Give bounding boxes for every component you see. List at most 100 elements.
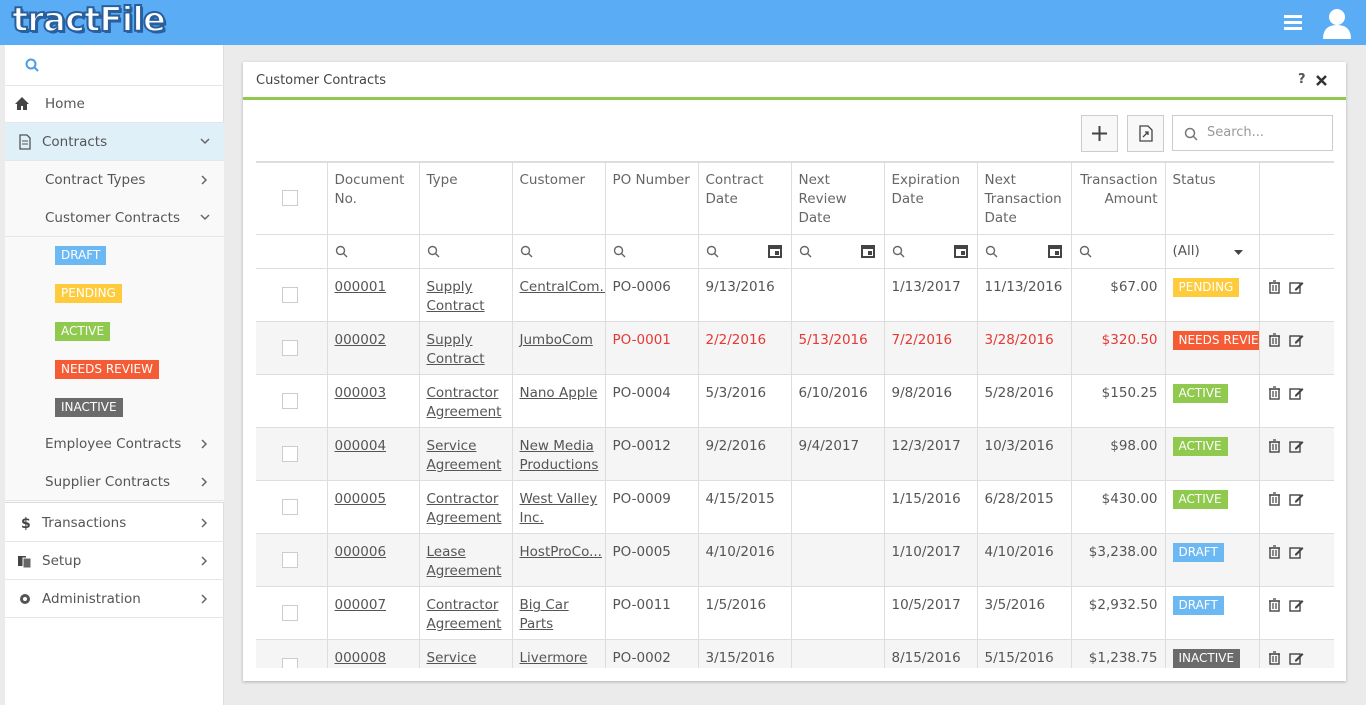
customer-link[interactable]: Big Car Parts	[520, 596, 598, 634]
table-cell: $98.00	[1071, 428, 1165, 481]
column-header[interactable]: Status	[1165, 163, 1259, 235]
customer-link[interactable]: West Valley Inc.	[520, 490, 598, 528]
table-cell: $3,238.00	[1071, 534, 1165, 587]
row-checkbox[interactable]	[282, 446, 298, 462]
filter-cell[interactable]	[977, 235, 1071, 269]
export-button[interactable]	[1127, 115, 1164, 152]
column-header[interactable]: Contract Date	[698, 163, 791, 235]
status-filter[interactable]: NEEDS REVIEW	[55, 360, 159, 379]
document-link[interactable]: 000007	[335, 597, 387, 613]
status-filter[interactable]: ACTIVE	[55, 322, 110, 341]
type-link[interactable]: Contractor Agreement	[427, 597, 502, 632]
delete-icon[interactable]	[1268, 598, 1281, 612]
row-checkbox[interactable]	[282, 552, 298, 568]
edit-icon[interactable]	[1289, 492, 1304, 506]
select-all[interactable]	[282, 190, 298, 206]
delete-icon[interactable]	[1268, 651, 1281, 665]
delete-icon[interactable]	[1268, 280, 1281, 294]
column-header[interactable]: Next Review Date	[791, 163, 884, 235]
customer-link[interactable]: Livermore	[520, 649, 598, 668]
search-box[interactable]: Search...	[1172, 115, 1333, 151]
filter-cell[interactable]	[512, 235, 605, 269]
table-cell: 5/28/2016	[977, 375, 1071, 428]
column-header[interactable]: Next Transaction Date	[977, 163, 1071, 235]
menu-icon[interactable]	[1284, 14, 1302, 30]
customer-link[interactable]: HostProCo...	[520, 543, 598, 562]
nav-item[interactable]: Setup	[5, 542, 224, 580]
delete-icon[interactable]	[1268, 492, 1281, 506]
filter-cell[interactable]	[419, 235, 512, 269]
status-filter-select[interactable]: (All)	[1173, 243, 1200, 259]
column-header[interactable]: Customer	[512, 163, 605, 235]
column-header[interactable]: Type	[419, 163, 512, 235]
type-link[interactable]: Supply Contract	[427, 279, 485, 314]
edit-icon[interactable]	[1289, 280, 1304, 294]
submenu-label: Contract Types	[45, 172, 145, 188]
submenu-label: Customer Contracts	[45, 210, 180, 226]
submenu-item[interactable]: Supplier Contracts	[5, 463, 224, 501]
type-link[interactable]: Service Agreement	[427, 438, 502, 473]
customer-link[interactable]: CentralCom...	[520, 278, 598, 297]
nav-item[interactable]: Administration	[5, 580, 224, 618]
edit-icon[interactable]	[1289, 598, 1304, 612]
delete-icon[interactable]	[1268, 333, 1281, 347]
document-link[interactable]: 000004	[335, 438, 387, 454]
row-checkbox[interactable]	[282, 605, 298, 621]
row-checkbox[interactable]	[282, 499, 298, 515]
sidebar-search[interactable]	[5, 45, 224, 86]
close-button[interactable]	[1316, 75, 1327, 86]
filter-cell[interactable]	[884, 235, 977, 269]
edit-icon[interactable]	[1289, 386, 1304, 400]
document-link[interactable]: 000005	[335, 491, 387, 507]
submenu-item[interactable]: Customer Contracts	[5, 199, 224, 237]
status-filter[interactable]: PENDING	[55, 284, 122, 303]
filter-cell[interactable]	[1071, 235, 1165, 269]
filter-cell[interactable]	[605, 235, 698, 269]
delete-icon[interactable]	[1268, 386, 1281, 400]
status-filter[interactable]: DRAFT	[55, 246, 106, 265]
type-link[interactable]: Lease Agreement	[427, 544, 502, 579]
column-header[interactable]: Transaction Amount	[1071, 163, 1165, 235]
row-checkbox[interactable]	[282, 287, 298, 303]
customer-link[interactable]: New Media Productions	[520, 437, 598, 475]
filter-cell[interactable]: (All)	[1165, 235, 1259, 269]
row-checkbox[interactable]	[282, 658, 298, 668]
type-link[interactable]: Contractor Agreement	[427, 385, 502, 420]
user-icon[interactable]	[1322, 7, 1352, 39]
document-link[interactable]: 000001	[335, 279, 387, 295]
nav-item[interactable]: $Transactions	[5, 504, 224, 542]
type-link[interactable]: Contractor Agreement	[427, 491, 502, 526]
document-link[interactable]: 000006	[335, 544, 387, 560]
row-checkbox[interactable]	[282, 393, 298, 409]
customer-link[interactable]: Nano Apple	[520, 384, 598, 403]
logo[interactable]: tractFile	[12, 0, 165, 40]
filter-cell[interactable]	[327, 235, 419, 269]
document-link[interactable]: 000003	[335, 385, 387, 401]
column-header[interactable]: Expiration Date	[884, 163, 977, 235]
type-link[interactable]: Supply Contract	[427, 332, 485, 367]
document-link[interactable]: 000002	[335, 332, 387, 348]
edit-icon[interactable]	[1289, 439, 1304, 453]
submenu-item[interactable]: Contract Types	[5, 161, 224, 199]
add-button[interactable]	[1081, 115, 1118, 152]
help-button[interactable]: ?	[1298, 72, 1306, 87]
table-wrap: Document No.TypeCustomerPO NumberContrac…	[256, 161, 1334, 668]
delete-icon[interactable]	[1268, 545, 1281, 559]
actions-cell	[1259, 534, 1334, 587]
row-checkbox[interactable]	[282, 340, 298, 356]
document-link[interactable]: 000008	[335, 650, 387, 666]
edit-icon[interactable]	[1289, 651, 1304, 665]
column-header[interactable]: PO Number	[605, 163, 698, 235]
nav-item[interactable]: Contracts	[5, 123, 224, 161]
column-header[interactable]: Document No.	[327, 163, 419, 235]
nav-item[interactable]: Home	[5, 86, 224, 123]
edit-icon[interactable]	[1289, 333, 1304, 347]
type-link[interactable]: Service	[427, 650, 477, 666]
status-filter[interactable]: INACTIVE	[55, 398, 123, 417]
submenu-item[interactable]: Employee Contracts	[5, 425, 224, 463]
customer-link[interactable]: JumboCom	[520, 331, 598, 350]
edit-icon[interactable]	[1289, 545, 1304, 559]
delete-icon[interactable]	[1268, 439, 1281, 453]
filter-cell[interactable]	[698, 235, 791, 269]
filter-cell[interactable]	[791, 235, 884, 269]
